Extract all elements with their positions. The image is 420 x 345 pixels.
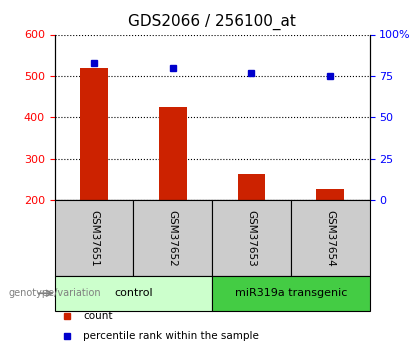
Bar (212, 200, 291, 276)
Bar (159, 107, 186, 200)
Title: GDS2066 / 256100_at: GDS2066 / 256100_at (128, 14, 296, 30)
Bar (238, 175, 265, 200)
Bar (80, 68, 108, 200)
Text: genotype/variation: genotype/variation (8, 288, 101, 298)
Bar (316, 189, 344, 200)
Text: control: control (114, 288, 152, 298)
Bar (55, 276, 212, 310)
Bar (291, 200, 370, 276)
Text: GSM37653: GSM37653 (247, 210, 257, 266)
Text: GSM37651: GSM37651 (89, 210, 99, 266)
Text: count: count (83, 311, 113, 321)
Bar (55, 200, 134, 276)
Text: GSM37652: GSM37652 (168, 210, 178, 266)
Text: GSM37654: GSM37654 (325, 210, 335, 266)
Text: percentile rank within the sample: percentile rank within the sample (83, 332, 259, 341)
Bar (134, 200, 212, 276)
Text: miR319a transgenic: miR319a transgenic (235, 288, 347, 298)
Bar (212, 276, 370, 310)
